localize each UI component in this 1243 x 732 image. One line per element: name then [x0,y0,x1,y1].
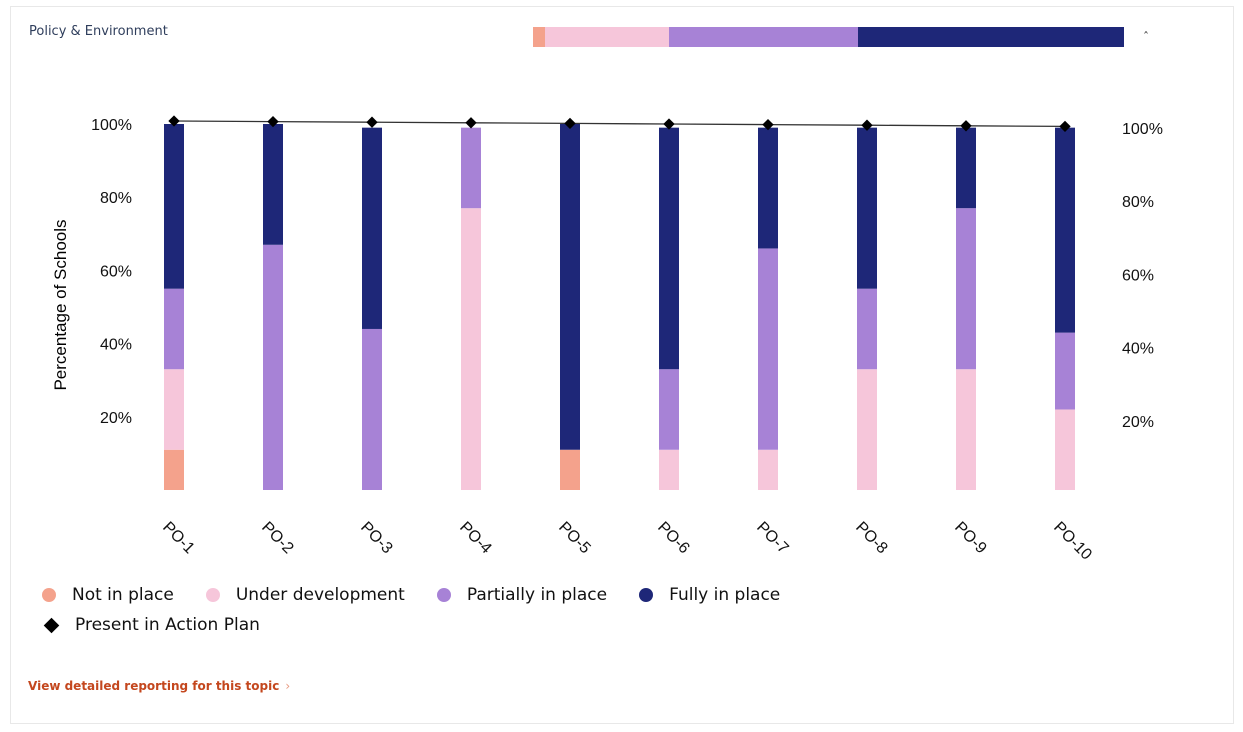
y-tick-label: 100% [91,117,132,134]
y-tick-label-right: 40% [1122,341,1154,358]
x-tick-label: PO-8 [852,519,890,557]
view-detailed-reporting-link[interactable]: View detailed reporting for this topic › [28,679,290,693]
bar-segment [659,127,679,370]
legend-item-fully-in-place: Fully in place [639,585,780,605]
bar-segment [1055,127,1075,333]
x-tick-label: PO-2 [258,519,296,557]
legend-label: Fully in place [669,585,781,605]
bar-segment [164,288,184,370]
bar-segment [758,449,778,490]
y-tick-label: 80% [100,190,132,207]
y-tick-label-right: 60% [1122,267,1154,284]
x-tick-label: PO-4 [456,519,494,557]
legend-item-partially-in-place: Partially in place [436,585,608,605]
link-label: View detailed reporting for this topic [28,679,280,693]
y-tick-label-right: 100% [1122,121,1163,138]
summary-segment [668,27,859,47]
bar-segment [164,449,184,490]
x-tick-label: PO-7 [753,519,791,557]
action-plan-marker [465,117,477,129]
bar-segment [857,369,877,490]
bar-segment [659,449,679,490]
x-tick-label: PO-6 [654,519,692,557]
legend-item-present-in-action-plan: Present in Action Plan [42,615,260,635]
bar-segment [956,127,976,209]
bar-segment [659,369,679,450]
bar-segment [758,127,778,249]
bar-segment [560,124,580,450]
section-title: Policy & Environment [29,24,168,39]
legend-swatch [205,588,220,602]
summary-segment [858,27,1124,47]
legend-label: Not in place [72,585,174,605]
x-tick-label: PO-5 [555,519,593,557]
chevron-right-icon: › [285,679,291,693]
action-plan-marker [1059,120,1071,133]
y-tick-label-right: 20% [1122,414,1154,431]
legend-label: Partially in place [466,585,608,605]
x-tick-label: PO-10 [1050,519,1095,564]
bar-segment [1055,332,1075,410]
legend-swatch [436,588,451,602]
bar-segment [362,328,382,490]
legend-swatch [42,588,56,602]
legend-item-under-development: Under development [205,585,405,605]
bar-segment [164,124,184,289]
x-tick-label: PO-3 [357,519,395,557]
y-axis-label: Percentage of Schools [51,219,70,390]
summary-segment [533,27,545,47]
y-tick-label: 20% [100,410,132,427]
bar-segment [956,208,976,370]
bar-segment [263,124,283,245]
legend-label: Present in Action Plan [75,615,260,635]
bar-segment [956,369,976,490]
y-tick-label: 60% [100,263,132,280]
stacked-bar-chart: Percentage of Schools 20% 40% 60% 80% 100% 2… [51,115,1163,564]
chevron-up-icon[interactable]: ˆ [1143,30,1149,44]
legend-label: Under development [235,585,405,605]
action-plan-marker [366,116,378,128]
legend-swatch [639,588,654,602]
summary-status-bar [533,27,1124,47]
bar-segment [1055,409,1075,490]
y-tick-label-right: 80% [1122,194,1154,211]
legend-item-not-in-place: Not in place [42,585,174,605]
diamond-icon [43,617,60,633]
bar-segment [758,248,778,450]
y-tick-label: 40% [100,337,132,354]
bar-segment [164,369,184,450]
action-plan-line [173,120,1066,128]
bar-segment [857,288,877,370]
bar-segment [263,244,283,490]
chart-legend: Not in place Under development Partially… [42,580,812,640]
bar-segment [560,449,580,490]
bar-segment [461,127,481,209]
summary-segment [544,27,669,47]
bar-segment [362,127,382,329]
x-tick-label: PO-9 [951,519,989,557]
bar-segment [857,127,877,289]
x-tick-label: PO-1 [159,519,197,557]
bar-segment [461,208,481,490]
